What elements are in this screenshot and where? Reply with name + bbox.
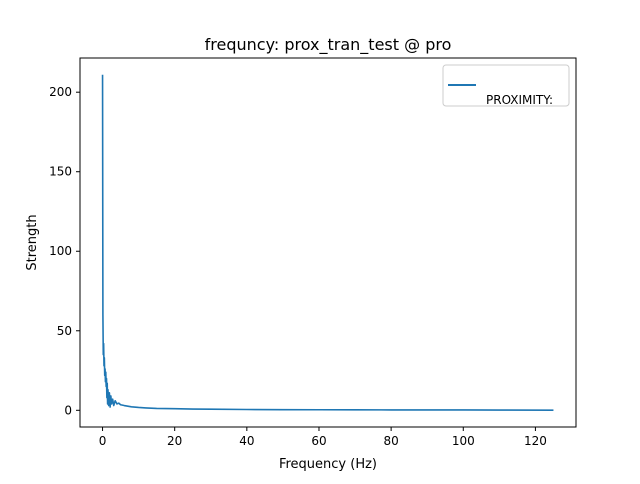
y-tick-label: 0	[64, 403, 72, 417]
legend-label-proximity: PROXIMITY:	[486, 93, 553, 107]
series-line-0	[101, 74, 554, 411]
x-tick-label: 80	[383, 434, 398, 448]
y-tick-label: 200	[49, 85, 72, 99]
plot-frame	[79, 57, 577, 428]
y-tick-label: 100	[49, 244, 72, 258]
x-axis-label: Frequency (Hz)	[279, 457, 377, 472]
legend-box	[442, 64, 570, 107]
y-axis-label: Strength	[25, 214, 40, 270]
x-tick-label: 20	[167, 434, 182, 448]
series-layer	[101, 74, 554, 411]
legend: PROXIMITY:	[442, 64, 570, 107]
y-tick-label: 150	[49, 165, 72, 179]
x-tick-label: 100	[452, 434, 475, 448]
y-tick-label: 50	[57, 324, 72, 338]
x-tick-label: 120	[524, 434, 547, 448]
x-tick-label: 60	[311, 434, 326, 448]
chart-title: frequncy: prox_tran_test @ pro	[205, 35, 452, 55]
x-tick-label: 40	[239, 434, 254, 448]
x-tick-label: 0	[99, 434, 107, 448]
y-axis-ticks: 0 50 100 150 200	[49, 85, 80, 417]
x-axis-ticks: 0 20 40 60 80 100 120	[99, 427, 547, 448]
